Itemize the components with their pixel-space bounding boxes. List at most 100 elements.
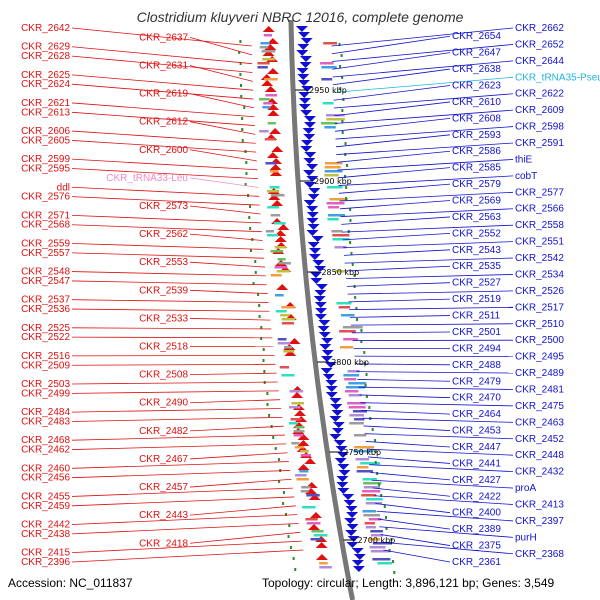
cog-stripe <box>276 270 290 273</box>
gene-label: CKR_2463 <box>515 417 564 428</box>
gene-tick <box>378 483 381 486</box>
gene-label: CKR_2553 <box>139 257 188 268</box>
cog-stripe <box>323 42 338 45</box>
label-connector <box>336 150 451 163</box>
cog-stripe <box>354 418 365 421</box>
right-strand-gene <box>306 176 319 182</box>
cog-stripe <box>362 490 381 493</box>
cog-stripe <box>336 302 352 305</box>
gene-label: CKR_2501 <box>452 327 501 338</box>
gene-label: proA <box>515 483 536 494</box>
cog-stripe <box>293 430 305 433</box>
gene-label: CKR_2389 <box>452 524 501 535</box>
gene-label: CKR_2548 <box>21 267 70 278</box>
cog-stripe <box>340 314 355 317</box>
cog-stripe <box>326 202 345 205</box>
cog-stripe <box>327 186 343 189</box>
label-connector <box>332 60 514 78</box>
label-connector <box>348 298 451 303</box>
label-connector <box>361 410 451 415</box>
gene-tick <box>363 362 366 365</box>
cog-stripe <box>326 118 345 121</box>
gene-label: CKR_2479 <box>452 376 501 387</box>
label-connector <box>350 323 514 326</box>
gene-label: CKR_2606 <box>21 126 70 137</box>
cog-stripe <box>329 198 349 201</box>
gene-label: CKR_2599 <box>21 154 70 165</box>
gene-label: CKR_2518 <box>139 342 188 353</box>
cog-stripe <box>264 78 278 81</box>
gene-label: CKR_2622 <box>515 89 564 100</box>
right-strand-gene <box>343 500 356 506</box>
cog-stripe <box>257 66 268 69</box>
right-strand-gene <box>298 104 311 110</box>
gene-tick <box>360 340 363 343</box>
right-strand-gene <box>334 458 347 464</box>
cog-stripe <box>331 230 343 233</box>
right-strand-gene <box>336 482 349 488</box>
cog-stripe <box>339 330 356 333</box>
cog-stripe <box>279 366 290 369</box>
label-connector <box>71 252 265 259</box>
kbp-label: 2700 kbp <box>358 536 396 545</box>
left-strand-gene <box>262 50 275 56</box>
gene-tick <box>374 450 377 453</box>
cog-stripe <box>347 370 360 373</box>
right-strand-gene <box>312 260 325 266</box>
cog-stripe <box>327 214 346 217</box>
right-strand-gene <box>333 440 346 446</box>
cog-stripe <box>348 394 362 397</box>
label-connector <box>338 183 451 194</box>
map-title: Clostridium kluyveri NBRC 12016, complet… <box>136 9 464 25</box>
cog-stripe <box>363 514 381 517</box>
gene-label: CKR_2467 <box>139 454 188 465</box>
right-strand-gene <box>344 518 357 524</box>
cog-stripe <box>349 414 364 417</box>
label-connector <box>71 140 257 153</box>
gene-tick <box>339 87 342 90</box>
left-strand-gene <box>308 494 321 500</box>
cog-stripe <box>320 62 334 65</box>
cog-stripe <box>369 546 386 549</box>
left-strand-gene <box>271 146 284 152</box>
label-connector <box>189 121 256 135</box>
gene-tick <box>376 472 379 475</box>
gene-tick <box>239 73 242 76</box>
cog-stripe <box>348 382 367 385</box>
right-strand-gene <box>303 122 316 128</box>
right-strand-gene <box>295 26 308 32</box>
gene-label: CKR_2361 <box>452 557 501 568</box>
gene-tick <box>254 271 257 274</box>
gene-tick <box>342 98 345 101</box>
cog-stripe <box>342 326 363 329</box>
gene-tick <box>346 164 349 167</box>
right-strand-gene <box>329 416 342 422</box>
gene-tick <box>241 139 244 142</box>
right-strand-gene <box>351 548 364 554</box>
accession-text: Accession: NC_011837 <box>8 576 133 590</box>
right-strand-gene <box>338 470 351 476</box>
gene-tick <box>360 329 363 332</box>
right-strand-gene <box>314 266 327 272</box>
gene-label: CKR_tRNA33-Leu <box>106 173 188 184</box>
left-strand-gene <box>268 194 281 200</box>
gene-label: CKR_2517 <box>515 302 564 313</box>
cog-stripe <box>281 318 296 321</box>
cog-stripe <box>327 218 339 221</box>
right-strand-gene <box>300 38 313 44</box>
gene-label: CKR_2482 <box>139 426 188 437</box>
gene-label: CKR_2543 <box>452 245 501 256</box>
gene-tick <box>292 557 295 560</box>
gene-label: CKR_2573 <box>139 201 188 212</box>
label-connector <box>345 265 451 272</box>
cog-stripe <box>365 526 376 529</box>
gene-label: CKR_2509 <box>21 360 70 371</box>
gene-tick <box>344 142 347 145</box>
label-connector <box>347 290 514 295</box>
label-connector <box>71 111 255 126</box>
kbp-label: 2950 kbp <box>309 86 347 95</box>
right-strand-gene <box>332 422 345 428</box>
gene-tick <box>278 480 281 483</box>
label-connector <box>189 452 288 460</box>
